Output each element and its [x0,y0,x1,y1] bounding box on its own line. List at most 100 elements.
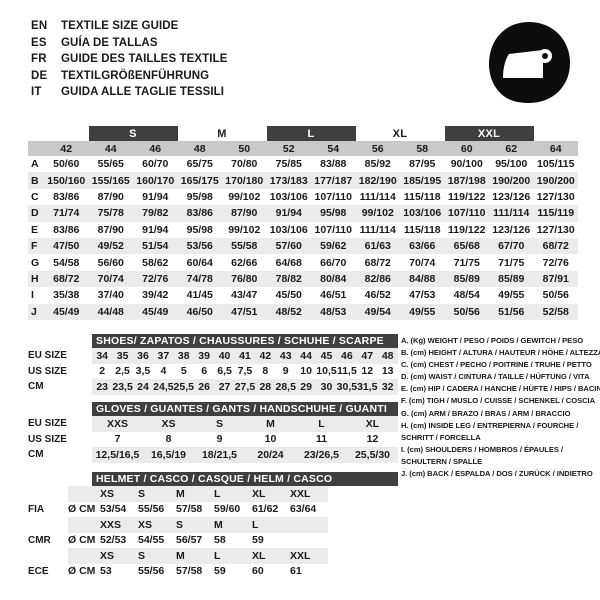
measurement-cell: 63/66 [409,240,436,253]
size-number-cell: 44 [104,142,117,155]
main-table-body: A 50/60 55/65 60/70 65/75 70/80 75/85 83/88 85/9… [28,156,578,320]
size-cell: 10 [264,433,277,446]
helmet-value-row: FIA Ø CM 53/54 55/56 57/58 59/60 61/62 63/64 [28,502,398,518]
measurement-cell: 85/92 [364,158,391,171]
size-cell: 12 [361,365,374,378]
measurement-cell: 50/60 [53,158,80,171]
size-cell: 36 [137,349,149,362]
measurement-cell: 71/74 [53,207,80,220]
helmet-size-cell: XXS [100,518,122,531]
helmet-size-cell: XXL [290,487,311,500]
measurement-cell: 91/94 [142,223,169,236]
helmet-sizes: XS S M L XL XXL [68,548,328,564]
title-row: DE TEXTILGRÖßENFÜHRUNG [31,70,228,87]
row-letter-b: B [31,174,39,187]
measurement-cell: 48/54 [453,289,480,302]
size-cell: 2,5 [115,365,130,378]
measurement-cell: 56/60 [97,256,124,269]
row-letter-a: A [31,158,39,171]
size-cell: 2 [99,365,106,378]
row-letter-e: E [31,223,39,236]
size-cell: 5 [180,365,187,378]
measurement-cell: 85/89 [498,272,525,285]
measurement-cell: 87/90 [97,190,124,203]
size-band-s: S [88,126,178,141]
gloves-table: GLOVES / GUANTES / GANTS / HANDSCHUHE / … [28,402,398,463]
size-cell: 23 [96,380,109,393]
size-cell: 9 [282,365,289,378]
helmet-measure-cell: 57/58 [176,565,203,578]
size-cell: 8 [165,433,172,446]
size-number-cell: 52 [282,142,295,155]
legend-line: SCHULTERN / SPALLE [401,456,483,466]
helmet-standard-cmr: CMR [28,534,51,546]
measurement-cell: 103/106 [269,223,308,236]
row-letter-d: D [31,207,39,220]
measurement-cell: 60/70 [142,158,169,171]
measurement-cell: 35/38 [53,289,80,302]
row-label: CM [28,449,44,461]
measurement-cell: 49/52 [97,240,124,253]
title-text-fr: GUIDE DES TAILLES TEXTILE [61,53,228,65]
size-cell: 44 [300,349,312,362]
size-cell: 27,5 [234,380,256,393]
measurement-cell: 65/68 [453,240,480,253]
table-row: A 50/60 55/65 60/70 65/75 70/80 75/85 83/88 85/9… [28,156,578,172]
measurement-cell: 68/72 [364,256,391,269]
size-band-row: S M L XL XXL [28,126,578,141]
title-row: FR GUIDE DES TAILLES TEXTILE [31,53,228,70]
legend-line: J. (cm) BACK / ESPALDA / DOS / ZURÜCK / … [401,469,593,479]
measurement-cell: 105/115 [537,158,575,171]
helmet-size-cell: XS [100,549,115,562]
title-text-en: TEXTILE SIZE GUIDE [61,20,179,32]
size-cell: XL [365,417,380,430]
row-values: 7 8 9 10 11 12 [92,432,398,448]
measurement-cell: 49/55 [498,289,525,302]
legend-line: G. (cm) ARM / BRAZO / BRAS / ARM / BRACC… [401,408,571,418]
gloves-title: GLOVES / GUANTES / GANTS / HANDSCHUHE / … [92,402,398,416]
measurement-cell: 51/54 [142,240,169,253]
measurement-cell: 85/89 [453,272,480,285]
measurement-cell: 47/53 [409,289,436,302]
measurement-cell: 107/110 [448,207,486,220]
helmet-size-cell: XL [252,549,266,562]
size-cell: 39 [198,349,210,362]
row-label: EU SIZE [28,350,67,362]
number-row-spacer [28,141,44,156]
helmet-size-row: XS S M L XL XXL [28,486,398,502]
measurement-cell: 83/86 [53,190,80,203]
row-values: 12,5/16,5 16,5/19 18/21,5 20/24 23/26,5 25,5/… [92,447,398,463]
title-lang-en: EN [31,20,48,32]
measurement-cell: 99/102 [361,207,394,220]
size-cell: 3,5 [135,365,151,378]
measurement-cell: 150/160 [47,174,86,187]
row-label: EU SIZE [28,418,67,430]
measurement-cell: 49/54 [364,305,391,318]
measurement-cell: 46/52 [364,289,391,302]
measurement-cell: 49/55 [409,305,436,318]
title-row: ES GUÍA DE TALLAS [31,37,228,54]
table-row: C 83/86 87/90 91/94 95/98 99/102 103/106 107/11… [28,189,578,205]
helmet-size-cell: S [138,549,146,562]
measurement-cell: 87/90 [231,207,258,220]
measurement-cell: 127/130 [536,190,575,203]
measurement-cell: 46/51 [320,289,347,302]
measurement-cell: 83/88 [320,158,347,171]
measurement-cell: 70/80 [231,158,258,171]
measurement-cell: 185/195 [403,174,442,187]
row-letter-h: H [31,272,39,285]
size-cell: XXS [106,417,128,430]
measurement-cell: 115/119 [537,207,575,220]
measurement-cell: 74/78 [186,272,213,285]
helmet-unit: Ø CM [68,565,96,578]
measurement-cell: 95/98 [186,190,213,203]
size-cell: 47 [361,349,374,362]
size-band-xl: XL [392,127,408,140]
size-cell: 30,5 [336,380,358,393]
title-lang-fr: FR [31,53,47,65]
measurement-cell: 71/75 [453,256,480,269]
helmet-measure-cell: 52/53 [100,534,127,547]
size-band-xxl: XXL [444,126,534,141]
legend-line: E. (cm) HIP / CADERA / HANCHE / HÜFTE / … [401,384,600,394]
measurement-cell: 66/70 [320,256,347,269]
